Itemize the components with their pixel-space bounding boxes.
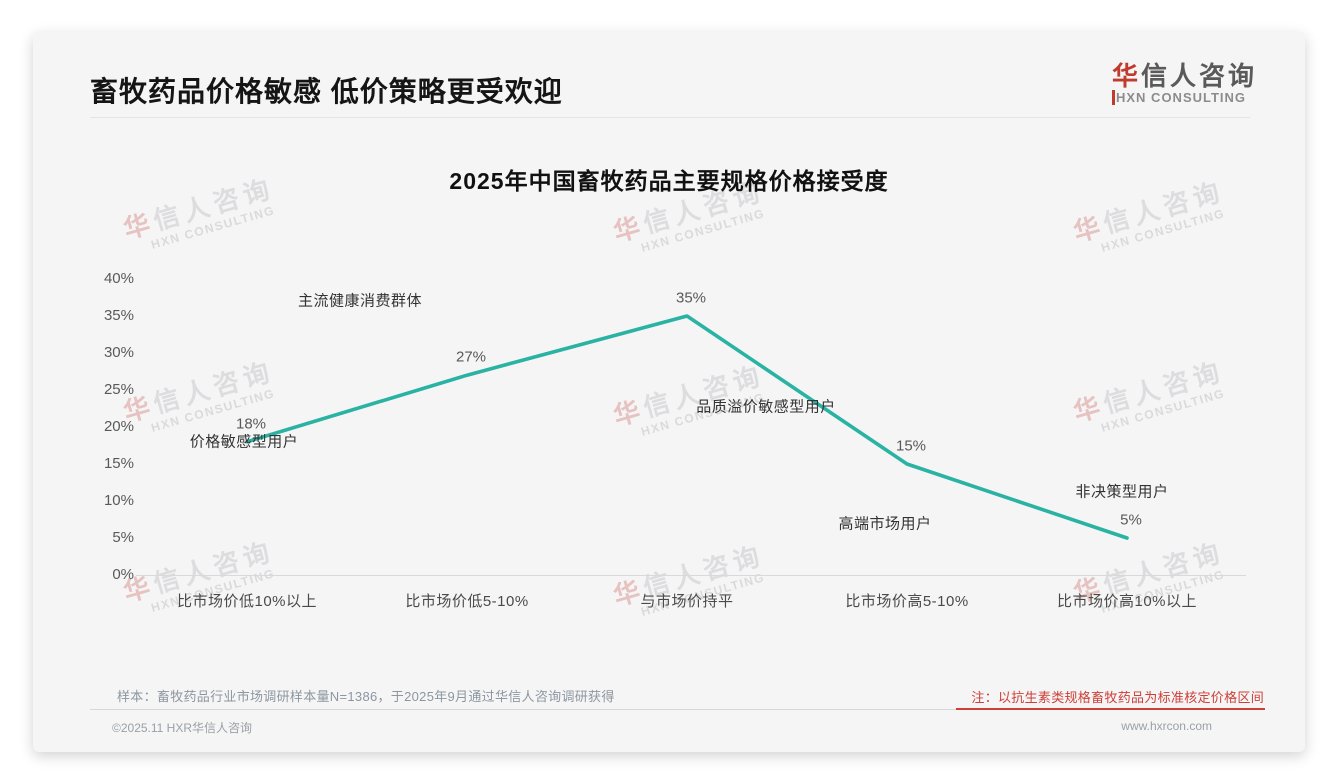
y-tick-label: 20% xyxy=(103,418,134,435)
x-axis-label: 与市场价持平 xyxy=(640,593,734,610)
annotation-label: 高端市场用户 xyxy=(838,515,932,533)
y-tick-label: 40% xyxy=(103,270,134,287)
trend-line xyxy=(245,314,1129,540)
x-axis-line xyxy=(136,575,1246,576)
chart-title: 2025年中国畜牧药品主要规格价格接受度 xyxy=(449,168,889,194)
pricing-note: 注：以抗生素类规格畜牧药品为标准核定价格区间 xyxy=(971,690,1264,705)
company-logo: 华信人咨询 HXN CONSULTING xyxy=(1112,62,1257,105)
y-tick-label: 35% xyxy=(103,307,134,324)
data-point-label: 27% xyxy=(455,348,487,366)
y-tick-label: 10% xyxy=(103,492,134,509)
x-axis-label: 比市场价低10%以上 xyxy=(176,593,318,610)
website-text: www.hxrcon.com xyxy=(1121,719,1212,733)
y-tick-label: 5% xyxy=(112,529,134,546)
annotation-label: 非决策型用户 xyxy=(1075,483,1169,501)
y-tick-label: 15% xyxy=(103,455,134,472)
data-point-label: 15% xyxy=(895,437,927,455)
x-axis-label: 比市场价高5-10% xyxy=(845,593,969,610)
logo-subbrand-rest: XN CONSULTING xyxy=(1126,90,1247,105)
y-tick-label: 0% xyxy=(112,566,134,583)
slide-card xyxy=(33,32,1305,752)
y-tick-label: 30% xyxy=(103,344,134,361)
logo-subbrand-text: HXN CONSULTING xyxy=(1112,90,1257,105)
logo-brand-accent: 华 xyxy=(1112,61,1142,91)
data-point-label: 18% xyxy=(235,415,267,433)
trend-line-svg xyxy=(245,314,1129,540)
footer-divider xyxy=(90,709,956,710)
annotation-label: 品质溢价敏感型用户 xyxy=(696,398,836,416)
footer-divider-red-segment xyxy=(956,708,1265,710)
page-title: 畜牧药品价格敏感 低价策略更受欢迎 xyxy=(90,76,563,107)
data-point-label: 5% xyxy=(1120,511,1142,529)
x-axis-label: 比市场价高10%以上 xyxy=(1056,593,1198,610)
annotation-label: 价格敏感型用户 xyxy=(189,433,299,451)
title-divider xyxy=(90,117,1250,118)
copyright-text: ©2025.11 HXR华信人咨询 xyxy=(112,721,252,735)
x-axis-label: 比市场价低5-10% xyxy=(405,593,529,610)
y-tick-label: 25% xyxy=(103,381,134,398)
annotation-label: 主流健康消费群体 xyxy=(297,292,423,310)
logo-subbrand-accent: H xyxy=(1112,90,1127,105)
logo-brand-rest: 信人咨询 xyxy=(1141,61,1258,91)
data-point-label: 35% xyxy=(675,289,707,307)
logo-brand-text: 华信人咨询 xyxy=(1112,62,1257,90)
sample-note: 样本：畜牧药品行业市场调研样本量N=1386，于2025年9月通过华信人咨询调研… xyxy=(117,689,615,704)
line-chart: 0% 5% 10% 15% 20% 25% 30% 35% 40% 18% 27% 35% 15% 5% 价… xyxy=(90,260,1270,620)
